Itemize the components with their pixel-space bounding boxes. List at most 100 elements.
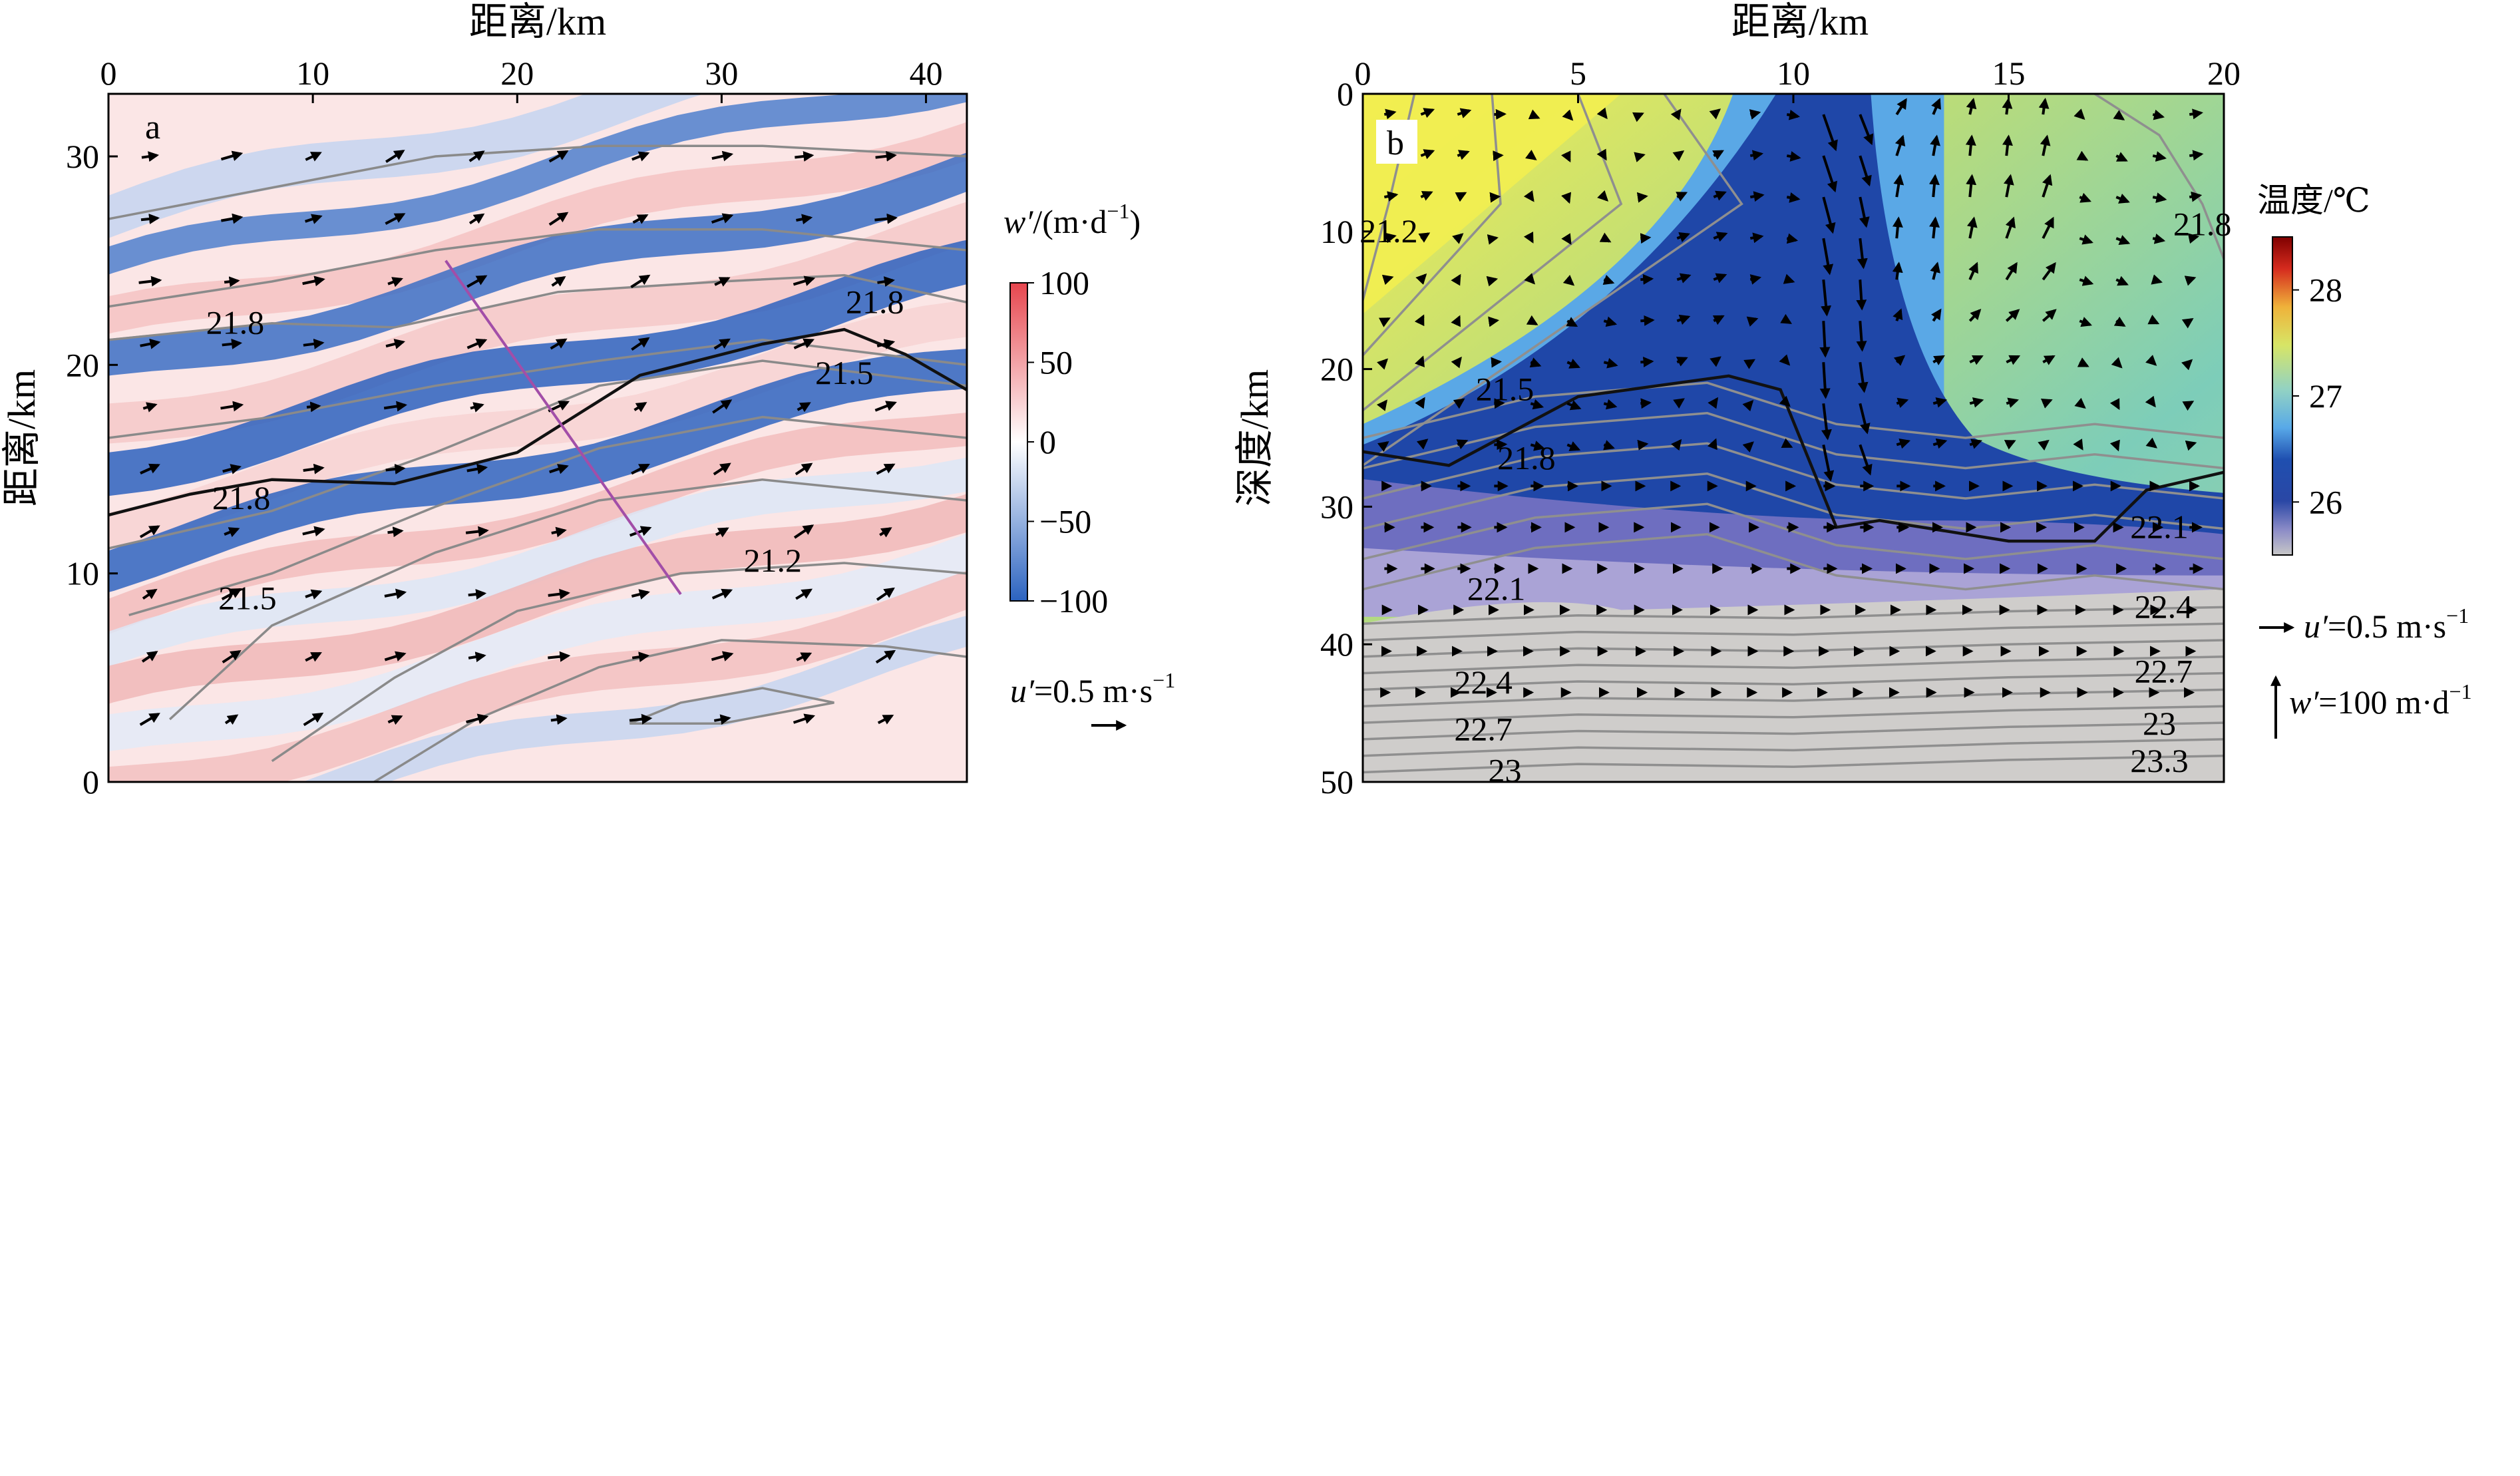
panel-b-vector-144 xyxy=(1603,357,1618,369)
panel-a-vector-42 xyxy=(303,463,325,474)
panel-b-vector-24 xyxy=(1420,149,1435,160)
panel-a-vector-76 xyxy=(630,274,651,289)
panel-a-contour-label-1: 21.8 xyxy=(846,283,904,320)
panel-a-vector-69 xyxy=(876,339,896,349)
panel-b-vector-196 xyxy=(1822,444,1835,482)
panel-b-vector-62 xyxy=(1966,174,1977,198)
panel-b-vector-136 xyxy=(2147,314,2160,325)
panel-b-vector-52 xyxy=(1597,190,1609,202)
panel-b-vector-141 xyxy=(1491,357,1503,368)
panel-b-colorbar-ticks: 28 27 26 xyxy=(2292,272,2342,520)
panel-a-vector-38 xyxy=(793,524,814,539)
panel-b-vector-205 xyxy=(2145,437,2158,449)
panel-b-vector-85 xyxy=(1966,216,1978,239)
panel-b-vector-114 xyxy=(2184,276,2197,286)
panel-b-vector-58 xyxy=(1822,196,1836,234)
panel-b-vector-97 xyxy=(1562,274,1575,286)
panel-a-vector-80 xyxy=(140,214,160,224)
panel-b-vector-70 xyxy=(1418,232,1431,243)
panel-a-vector-50 xyxy=(142,402,158,413)
panel-a-field-band-4 xyxy=(108,202,967,444)
panel-b-vector-117 xyxy=(1451,315,1461,327)
panel-b-vector-115 xyxy=(1378,317,1391,327)
panel-b-vector-35 xyxy=(1822,155,1838,193)
panel-a-vector-99 xyxy=(875,150,897,162)
panel-b-xtick-label-3: 15 xyxy=(1992,55,2026,92)
panel-b-vector-150 xyxy=(1819,362,1831,399)
panel-b-vector-96 xyxy=(1524,273,1536,285)
panel-b-vector-36 xyxy=(1859,155,1872,187)
panel-b-vector-30 xyxy=(1634,152,1646,162)
panel-a-vector-22 xyxy=(305,589,323,600)
panel-b-vector-123 xyxy=(1676,314,1691,325)
panel-a-vectors xyxy=(138,150,898,727)
panel-a-vector-75 xyxy=(551,276,566,287)
panel-b-vector-55 xyxy=(1713,190,1727,201)
panel-a-vector-36 xyxy=(629,526,652,537)
panel-b-contour-label-12: 23 xyxy=(1489,751,1522,789)
panel-a-contour-5 xyxy=(128,415,967,616)
panel-b-vector-129 xyxy=(1892,308,1903,321)
panel-b-vector-82 xyxy=(1857,238,1868,270)
panel-b-vector-188 xyxy=(1530,441,1545,451)
panel-a: 21.8 21.8 21.5 21.8 21.5 21.2 0 10 20 30 40 0 10 20… xyxy=(0,0,1175,801)
panel-b-vector-92 xyxy=(1381,274,1394,285)
panel-b-vector-83 xyxy=(1892,216,1903,239)
panel-b-vector-148 xyxy=(1743,359,1755,369)
panel-a-field-band-11 xyxy=(108,533,967,752)
panel-a-contours xyxy=(108,144,967,782)
panel-b-vector-119 xyxy=(1526,315,1538,325)
panel-a-vector-95 xyxy=(548,150,569,163)
panel-a-vector-2 xyxy=(303,712,324,727)
panel-b-vector-44 xyxy=(2152,151,2167,162)
panel-a-vector-62 xyxy=(303,338,325,349)
panel-b-vector-88 xyxy=(2079,234,2093,245)
panel-a-vector-26 xyxy=(631,589,650,600)
panel-a-vector-78 xyxy=(793,276,816,286)
panel-a-colorbar xyxy=(1009,282,1028,602)
panel-b-vector-68 xyxy=(2189,191,2203,202)
panel-a-vector-74 xyxy=(466,275,488,288)
panel-a-vector-84 xyxy=(468,213,485,225)
panel-b-vector-42 xyxy=(2076,150,2089,161)
panel-b-vector-84 xyxy=(1929,216,1940,239)
panel-b-vector-6 xyxy=(1596,107,1608,120)
panel-b-vector-87 xyxy=(2042,216,2054,240)
panel-b-vector-74 xyxy=(1561,233,1572,246)
panel-a-vector-64 xyxy=(466,338,488,349)
panel-a-vector-35 xyxy=(551,526,567,538)
panel-b-ytick-label-0: 0 xyxy=(1337,75,1353,112)
panel-a-reference-vector-label: u′=0.5 m·s−1 xyxy=(1010,668,1175,709)
panel-b-ytick-label-3: 30 xyxy=(1320,488,1353,525)
panel-a-vector-39 xyxy=(879,527,892,538)
panel-a-vector-29 xyxy=(876,587,895,601)
panel-a-vector-43 xyxy=(385,463,406,474)
panel-b-vector-179 xyxy=(2040,399,2053,409)
panel-b-vector-120 xyxy=(1566,317,1578,327)
panel-a-vector-52 xyxy=(306,401,321,413)
panel-b-vector-170 xyxy=(1708,397,1719,409)
panel-a-vector-82 xyxy=(304,214,323,224)
panel-b-vector-109 xyxy=(2005,262,2018,281)
panel-a-vector-93 xyxy=(385,150,405,163)
panel-b-vector-174 xyxy=(1859,403,1871,435)
panel-b-vector-185 xyxy=(1416,439,1429,450)
panel-b-vector-14 xyxy=(1895,98,1907,116)
panel-b-deep-layer xyxy=(1363,589,2224,782)
panel-b-vector-167 xyxy=(1603,399,1618,410)
panel-b-vector-40 xyxy=(2002,134,2013,156)
panel-a-vector-28 xyxy=(795,588,813,600)
panel-a-vector-23 xyxy=(384,588,407,600)
panel-a-frame xyxy=(107,92,968,783)
panel-b-contour-3 xyxy=(1363,94,1743,466)
panel-a-cbtick-label-3: −50 xyxy=(1039,503,1091,540)
panel-a-ytick-label-1: 10 xyxy=(66,555,99,592)
panel-a-vector-40 xyxy=(140,463,160,474)
section-line xyxy=(445,260,682,596)
panel-b-vector-107 xyxy=(1930,262,1940,280)
panel-b-vector-47 xyxy=(1420,191,1433,201)
panel-a-xtick-label-4: 40 xyxy=(910,55,943,92)
panel-b-vector-67 xyxy=(2152,192,2167,204)
panel-a-vector-6 xyxy=(629,713,653,725)
panel-a-vector-92 xyxy=(305,152,322,162)
